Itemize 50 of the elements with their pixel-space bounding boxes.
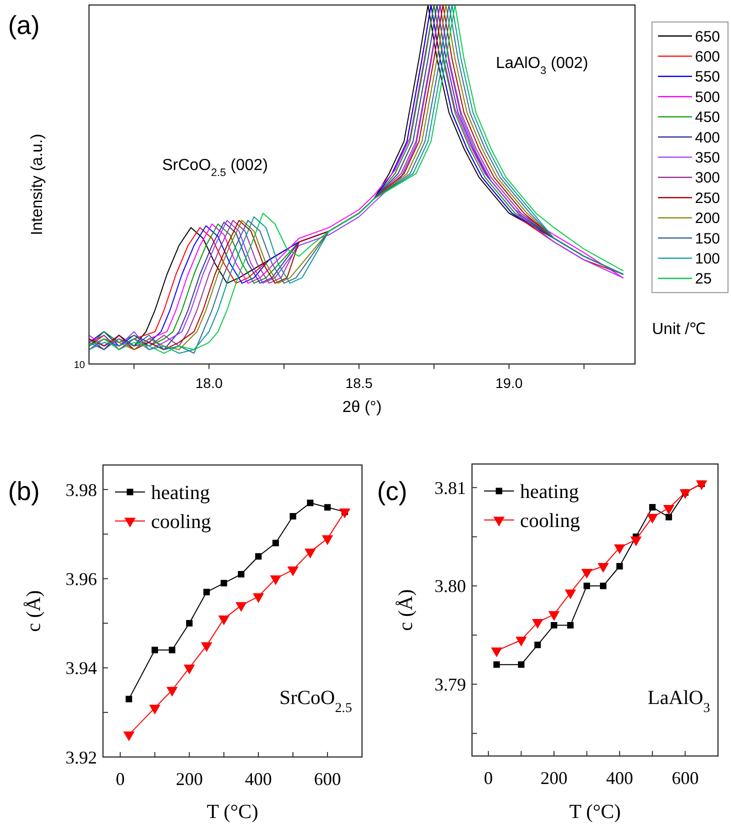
annotation: LaAlO$_{3}$ xyxy=(648,687,710,714)
legend-label: 500 xyxy=(695,88,720,106)
chart-title: (b) xyxy=(8,476,40,506)
chart-title: (a) xyxy=(8,10,40,40)
text: 10 xyxy=(74,360,86,371)
legend-label: 100 xyxy=(695,250,720,268)
y-tick-label: 3.79 xyxy=(434,674,466,695)
x-tick-label: 0 xyxy=(116,769,125,789)
legend-label: 450 xyxy=(695,109,720,126)
x-tick-label: 600 xyxy=(672,768,699,788)
x-tick-label: 600 xyxy=(314,769,341,789)
legend-label: 300 xyxy=(695,170,720,187)
legend-label: 550 xyxy=(695,68,720,86)
legend-label: 200 xyxy=(695,210,720,228)
legend-label: heating xyxy=(520,481,579,503)
y-axis-title: c (Å) xyxy=(395,589,417,631)
legend-label: 25 xyxy=(695,270,712,288)
x-tick-label: 18.0 xyxy=(195,375,223,391)
y-tick-label: 3.81 xyxy=(434,478,466,498)
y-tick-label: 3.94 xyxy=(66,658,97,678)
y-tick-label: 3.80 xyxy=(434,576,466,596)
x-tick-label: 400 xyxy=(244,769,272,789)
annotation: SrCoO$_{2.5}$ xyxy=(279,687,352,714)
legend-label: cooling xyxy=(151,511,211,533)
text: (c) xyxy=(377,476,408,506)
legend-label: cooling xyxy=(520,510,580,532)
y-axis-title: Intensity (a.u.) xyxy=(29,134,46,236)
legend-label: 150 xyxy=(695,230,720,248)
legend-label: 400 xyxy=(695,129,720,146)
legend-label: 350 xyxy=(695,149,720,166)
x-tick-label: 200 xyxy=(176,769,203,789)
text: Unit /℃ xyxy=(652,321,706,338)
legend-label: 600 xyxy=(695,48,720,66)
y-tick-label: 3.98 xyxy=(66,480,97,500)
annotation: SrCoO$_{2.5}$ (002) xyxy=(162,157,268,179)
x-tick-label: 19.0 xyxy=(495,375,523,391)
legend-label: heating xyxy=(151,482,210,504)
y-tick-label: 3.92 xyxy=(66,747,97,768)
x-axis-title: T (°C) xyxy=(206,801,258,823)
y-tick-label: 3.96 xyxy=(66,568,97,589)
y-axis-title: c (Å) xyxy=(23,590,45,632)
legend-label: 650 xyxy=(695,28,720,46)
legend-label: 250 xyxy=(695,190,720,207)
x-tick-label: 400 xyxy=(606,768,634,788)
x-tick-label: 200 xyxy=(540,768,568,788)
x-tick-label: 0 xyxy=(484,768,493,788)
x-axis-title: 2θ (°) xyxy=(342,399,382,416)
x-tick-label: 18.5 xyxy=(345,375,373,391)
x-axis-title: T (°C) xyxy=(569,801,621,823)
annotation: LaAlO$_{3}$ (002) xyxy=(496,55,588,77)
